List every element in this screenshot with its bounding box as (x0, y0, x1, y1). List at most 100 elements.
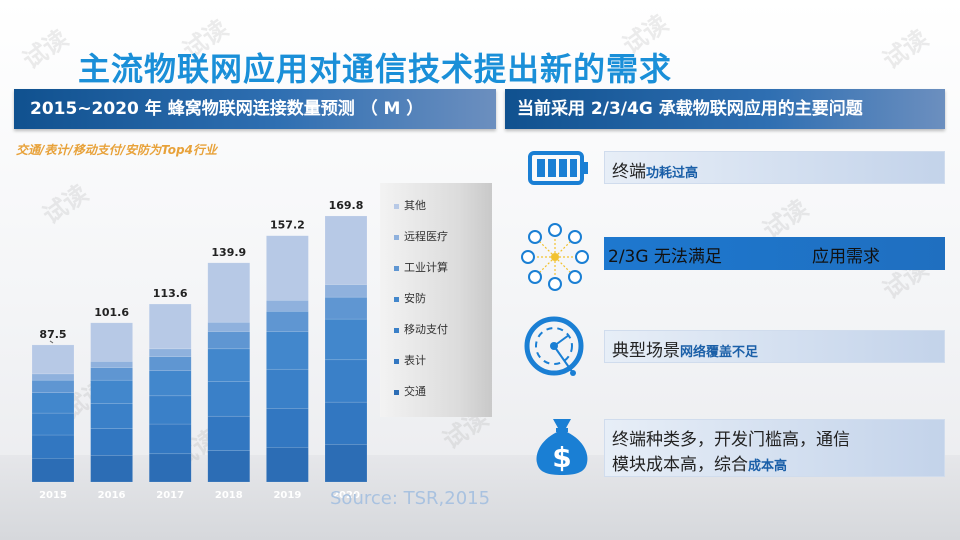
bar-segment (324, 318, 368, 361)
legend-swatch (394, 358, 399, 364)
legend-item: 工业计算 (394, 259, 448, 275)
bar-segment (324, 215, 368, 285)
problem-bar: 典型场景网络覆盖不足 (604, 330, 945, 363)
bar-segment (324, 359, 368, 403)
x-tick-label: 2018 (215, 490, 243, 501)
bar-segment (90, 379, 133, 404)
bar-segment (148, 303, 192, 350)
bar-segment (266, 408, 309, 448)
chart-header: 2015~2020 年 蜂窝物联网连接数量预测 （ M ） (14, 89, 496, 129)
bar-segment (90, 403, 133, 429)
x-tick-label: 2020 (332, 490, 360, 501)
legend-label: 其他 (404, 199, 426, 212)
problem-emphasis: 成本高 (748, 459, 788, 474)
problem-bar: 2/3G 无法满足 应用需求 (604, 237, 945, 270)
legend-label: 远程医疗 (404, 230, 448, 243)
problem-line-1: 终端种类多，开发门槛高，通信 (612, 430, 850, 450)
bar-segment (207, 381, 251, 417)
bar-segment (207, 415, 251, 451)
bar-total-label: 157.2 (270, 219, 305, 232)
bar-segment (207, 331, 251, 350)
battery-icon (528, 150, 590, 190)
legend-item: 表计 (394, 352, 426, 368)
problem-bar: 终端种类多，开发门槛高，通信 模块成本高，综合成本高 (604, 419, 945, 477)
bar-segment (31, 373, 75, 381)
bar-segment (324, 401, 368, 445)
legend-swatch (394, 234, 399, 240)
x-tick-label: 2019 (273, 490, 301, 501)
x-tick-label: 2016 (98, 490, 126, 501)
problem-label: 终端 (612, 162, 646, 182)
bar-segment (90, 361, 133, 368)
problems-header: 当前采用 2/3/4G 承载物联网应用的主要问题 (505, 89, 945, 129)
problem-emphasis: 网络覆盖不足 (680, 345, 759, 360)
bar-segment (148, 395, 192, 425)
svg-text:$: $ (552, 441, 571, 474)
problem-label: 2/3G 无法满足 (608, 247, 722, 267)
bar-segment (207, 262, 251, 323)
watermark: 试读 (877, 24, 934, 75)
bar-segment (266, 368, 309, 409)
legend-swatch (394, 203, 399, 209)
bar-segment (207, 348, 251, 382)
bar-total-label: 113.6 (153, 287, 188, 300)
bar-segment (148, 453, 192, 483)
bar-segment (266, 300, 309, 312)
bar-segment (90, 322, 133, 362)
bar-segment (31, 434, 75, 459)
problem-label: 典型场景 (612, 341, 680, 361)
bar-total-label: 87.5 (39, 328, 66, 341)
problem-line-2: 模块成本高，综合成本高 (612, 450, 787, 475)
bar-segment (148, 348, 192, 357)
label-leader-line (49, 340, 54, 344)
chart-subtitle: 交通/表计/移动支付/安防为Top4行业 (16, 143, 217, 157)
bar-segment (148, 356, 192, 372)
legend-item: 其他 (394, 197, 426, 213)
bar-segment (31, 412, 75, 436)
bar-segment (31, 379, 75, 393)
problem-label-2: 应用需求 (812, 247, 880, 267)
x-tick-label: 2017 (156, 490, 184, 501)
legend-swatch (394, 389, 399, 395)
bar-segment (266, 331, 309, 370)
bar-segment (31, 344, 75, 375)
bar-total-label: 169.8 (329, 199, 364, 212)
bar-segment (90, 428, 133, 456)
legend-label: 移动支付 (404, 323, 448, 336)
legend-item: 交通 (394, 383, 426, 399)
legend-swatch (394, 265, 399, 271)
legend-swatch (394, 296, 399, 302)
bar-segment (207, 450, 251, 483)
problem-text: 典型场景网络覆盖不足 (612, 336, 758, 361)
bar-segment (148, 423, 192, 455)
bar-segment (324, 296, 368, 320)
problem-bar: 终端功耗过高 (604, 151, 945, 184)
problem-emphasis: 功耗过高 (646, 166, 699, 181)
dollar-bag-icon: $ (533, 415, 591, 481)
bar-segment (207, 321, 251, 332)
bar-segment (266, 447, 309, 483)
legend-swatch (394, 327, 399, 333)
bar-segment (148, 370, 192, 397)
radar-signal-icon (521, 313, 587, 383)
bar-segment (90, 455, 133, 483)
x-tick-label: 2015 (39, 490, 67, 501)
source-note: Source: TSR,2015 (330, 488, 491, 509)
legend-item: 移动支付 (394, 321, 448, 337)
problem-text: 终端功耗过高 (612, 157, 698, 182)
legend-label: 工业计算 (404, 261, 448, 274)
legend-item: 安防 (394, 290, 426, 306)
bar-segment (266, 235, 309, 301)
bar-segment (31, 392, 75, 414)
legend-item: 远程医疗 (394, 228, 448, 244)
bar-segment (31, 458, 75, 483)
chart-legend: 其他远程医疗工业计算安防移动支付表计交通 (380, 183, 492, 417)
watermark: 试读 (17, 24, 74, 75)
problem-label: 模块成本高，综合 (612, 455, 748, 475)
legend-label: 交通 (404, 385, 426, 398)
bar-segment (324, 444, 368, 483)
network-devices-icon (520, 222, 590, 296)
bar-total-label: 101.6 (94, 306, 129, 319)
bar-segment (324, 284, 368, 298)
stacked-bar-chart: 87.5 2015 101.6 2016 113.6 2017 139.9 2018 157.2… (31, 199, 368, 501)
